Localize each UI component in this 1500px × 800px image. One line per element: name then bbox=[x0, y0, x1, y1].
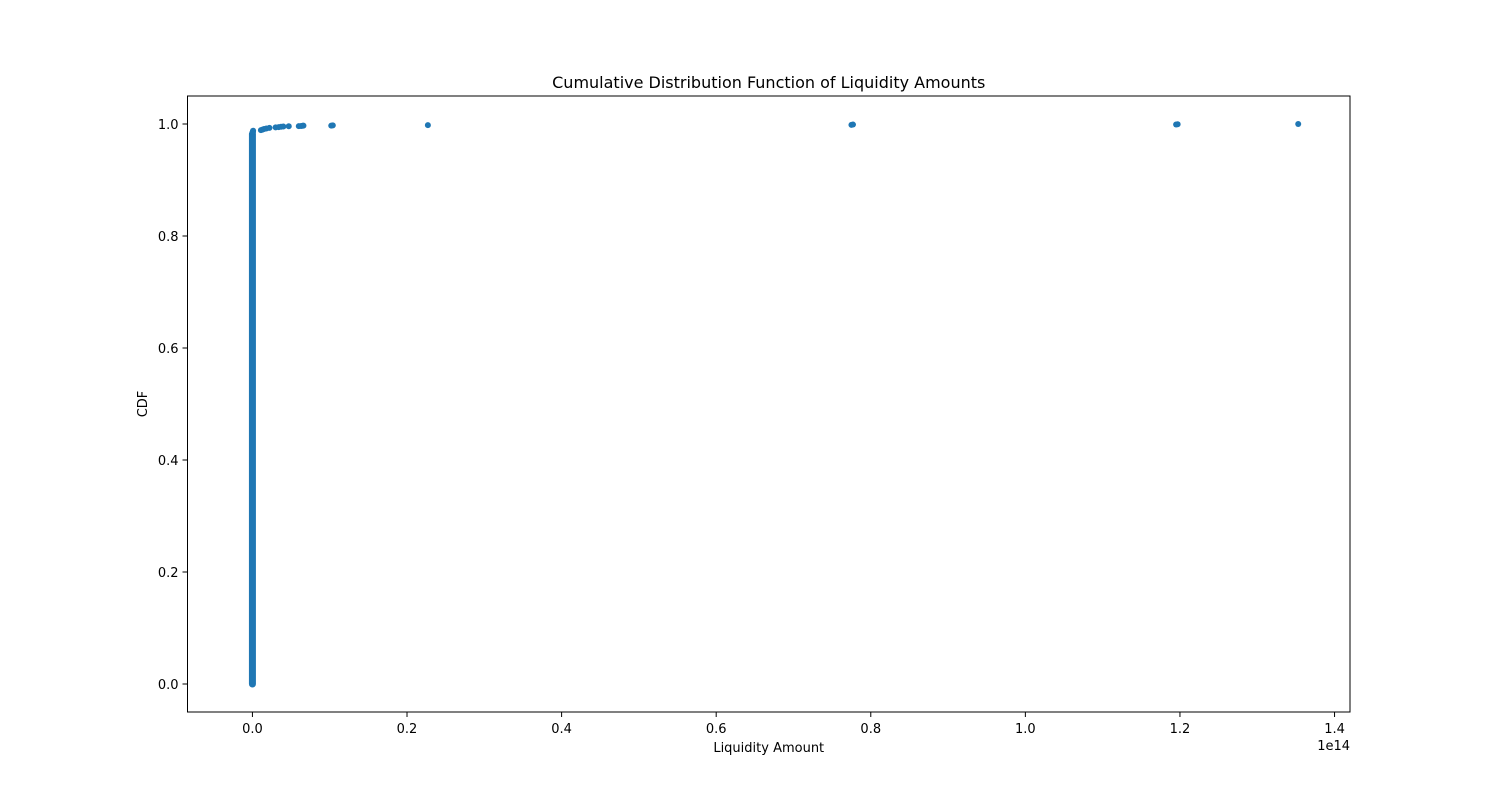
plot-frame bbox=[187, 95, 1351, 713]
y-axis-ticks: 0.0 0.2 0.4 0.6 0.8 1.0 bbox=[158, 118, 188, 693]
x-tick-label: 0.6 bbox=[706, 722, 727, 737]
data-point bbox=[329, 122, 336, 129]
x-tick-label: 0.4 bbox=[551, 722, 572, 737]
data-point bbox=[1295, 121, 1302, 127]
x-tick-label: 1.4 bbox=[1324, 722, 1345, 737]
x-axis-ticks: 0.0 0.2 0.4 0.6 0.8 1.0 1.2 1.4 bbox=[242, 712, 1345, 737]
y-tick-label: 0.2 bbox=[158, 566, 179, 581]
plot-layer bbox=[248, 121, 1302, 688]
x-tick-label: 0.8 bbox=[860, 722, 881, 737]
data-point bbox=[285, 123, 292, 130]
x-tick-label: 1.0 bbox=[1015, 722, 1036, 737]
y-tick-label: 1.0 bbox=[158, 118, 179, 133]
chart-title: Cumulative Distribution Function of Liqu… bbox=[552, 73, 985, 92]
y-tick-label: 0.4 bbox=[158, 454, 179, 469]
x-axis-offset-label: 1e14 bbox=[1317, 739, 1350, 754]
data-point bbox=[300, 122, 307, 129]
data-point bbox=[424, 122, 431, 129]
data-point bbox=[250, 127, 257, 134]
y-tick-label: 0.0 bbox=[158, 678, 179, 693]
x-tick-label: 0.2 bbox=[397, 722, 418, 737]
data-point bbox=[266, 124, 273, 131]
x-tick-label: 1.2 bbox=[1170, 722, 1191, 737]
y-tick-label: 0.6 bbox=[158, 342, 179, 357]
data-point bbox=[280, 123, 287, 130]
y-tick-label: 0.8 bbox=[158, 230, 179, 245]
x-tick-label: 0.0 bbox=[242, 722, 263, 737]
y-axis-label: CDF bbox=[136, 391, 151, 418]
data-point bbox=[850, 121, 857, 128]
data-point bbox=[1174, 121, 1181, 128]
x-axis-label: Liquidity Amount bbox=[713, 741, 824, 756]
